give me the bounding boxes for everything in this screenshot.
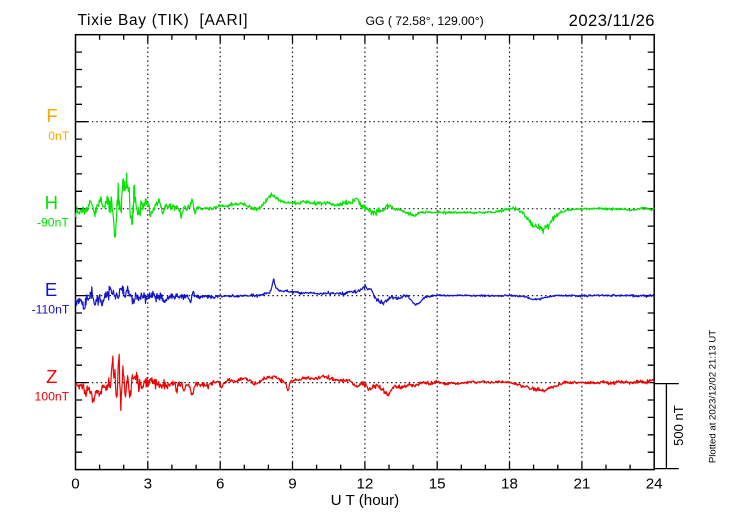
svg-text:-90nT: -90nT	[37, 216, 69, 230]
svg-text:-110nT: -110nT	[32, 302, 70, 316]
svg-text:E: E	[45, 279, 57, 300]
svg-text:21: 21	[573, 475, 590, 492]
svg-text:24: 24	[646, 475, 663, 492]
svg-text:GG ( 72.58°, 129.00°): GG ( 72.58°, 129.00°)	[366, 14, 484, 28]
svg-text:Tixie Bay (TIK) [AARI]: Tixie Bay (TIK) [AARI]	[78, 12, 249, 29]
svg-text:12: 12	[356, 475, 373, 492]
svg-text:H: H	[45, 192, 58, 213]
svg-text:F: F	[46, 105, 57, 126]
svg-text:2023/11/26: 2023/11/26	[569, 11, 655, 30]
svg-text:0nT: 0nT	[48, 129, 70, 143]
svg-text:18: 18	[501, 475, 518, 492]
svg-text:100nT: 100nT	[35, 390, 70, 404]
svg-text:500 nT: 500 nT	[671, 405, 686, 446]
svg-text:6: 6	[216, 475, 224, 492]
svg-text:9: 9	[288, 475, 296, 492]
svg-text:Z: Z	[46, 366, 57, 387]
svg-text:U T (hour): U T (hour)	[331, 492, 400, 509]
svg-text:3: 3	[144, 475, 152, 492]
svg-text:Plotted at 2023/12/02 21:13 UT: Plotted at 2023/12/02 21:13 UT	[708, 330, 719, 463]
svg-text:15: 15	[429, 475, 446, 492]
svg-text:0: 0	[71, 475, 79, 492]
